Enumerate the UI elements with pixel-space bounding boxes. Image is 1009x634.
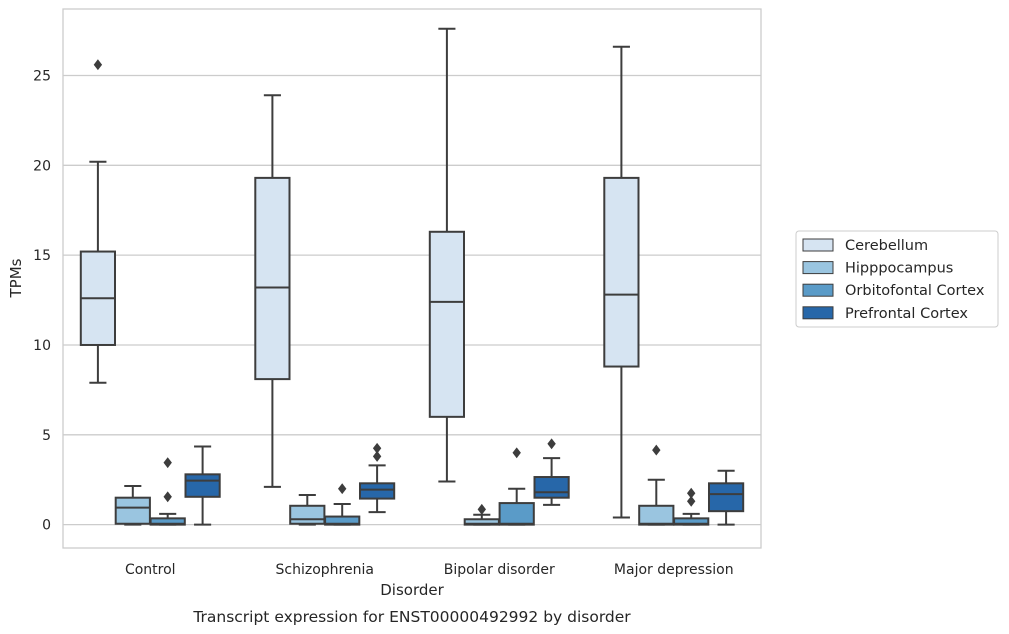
y-tick-label: 15 <box>33 248 51 264</box>
box-iqr <box>638 504 675 526</box>
x-tick-label: Major depression <box>614 562 734 578</box>
box-series <box>79 27 745 526</box>
box-orbitofontal-cortex <box>324 483 361 526</box>
legend-label: Orbitofontal Cortex <box>845 283 985 299</box>
figure-caption: Transcript expression for ENST0000049299… <box>192 608 631 626</box>
outlier-point <box>687 495 696 507</box>
box-cerebellum <box>79 59 117 384</box>
box-iqr <box>254 176 291 381</box>
legend-label: Cerebellum <box>845 238 928 254</box>
y-tick-label: 5 <box>42 428 51 444</box>
box-orbitofontal-cortex <box>149 457 186 526</box>
box-prefrontal-cortex <box>707 469 745 526</box>
x-axis-label: Disorder <box>380 581 444 599</box>
box-hipppocampus <box>638 444 675 526</box>
box-iqr <box>603 176 640 368</box>
box-orbitofontal-cortex <box>673 487 710 526</box>
x-tick-label: Control <box>125 562 176 578</box>
box-prefrontal-cortex <box>533 438 570 506</box>
legend: Cerebellum Hipppocampus Orbitofontal Corte… <box>795 230 999 328</box>
outlier-point <box>547 438 556 450</box>
outlier-point <box>338 483 347 495</box>
plot-frame <box>62 8 762 549</box>
outlier-point <box>512 447 521 459</box>
outlier-point <box>163 491 172 503</box>
box-orbitofontal-cortex <box>498 447 535 526</box>
y-tick-label: 10 <box>33 338 51 354</box>
box-iqr <box>184 473 221 498</box>
legend-swatch <box>802 238 834 252</box>
box-prefrontal-cortex <box>184 445 221 526</box>
box-cerebellum <box>603 45 640 519</box>
box-iqr <box>428 230 466 418</box>
outlier-point <box>652 444 661 456</box>
legend-swatch <box>802 306 834 320</box>
outlier-point <box>687 487 696 499</box>
legend-label: Prefrontal Cortex <box>845 306 968 322</box>
box-hipppocampus <box>114 485 151 526</box>
outlier-point <box>372 442 382 454</box>
y-axis-label: TPMs <box>7 258 25 298</box>
y-tick-label: 25 <box>33 68 51 84</box>
y-tick-label: 0 <box>42 518 51 534</box>
outlier-point <box>477 503 486 515</box>
box-iqr <box>114 496 151 525</box>
legend-label: Hipppocampus <box>845 261 953 277</box>
box-hipppocampus <box>289 493 326 526</box>
x-tick-label: Schizophrenia <box>276 562 374 578</box>
box-prefrontal-cortex <box>358 442 396 514</box>
x-axis-ticks: Control Schizophrenia Bipolar disorder Majo… <box>125 562 734 578</box>
box-cerebellum <box>428 27 466 483</box>
legend-swatch <box>802 283 834 297</box>
box-iqr <box>498 502 535 526</box>
legend-swatch <box>802 261 834 275</box>
outlier-point <box>163 457 172 469</box>
y-tick-label: 20 <box>33 158 51 174</box>
x-tick-label: Bipolar disorder <box>444 562 555 578</box>
box-iqr <box>533 476 570 499</box>
y-axis-ticks: 0 5 10 15 20 25 <box>33 68 51 533</box>
box-iqr <box>707 482 745 513</box>
box-cerebellum <box>254 94 291 488</box>
box-iqr <box>358 482 396 500</box>
outlier-point <box>93 59 103 71</box>
box-iqr <box>289 504 326 525</box>
legend-frame <box>795 230 999 328</box>
outlier-point <box>372 450 382 462</box>
